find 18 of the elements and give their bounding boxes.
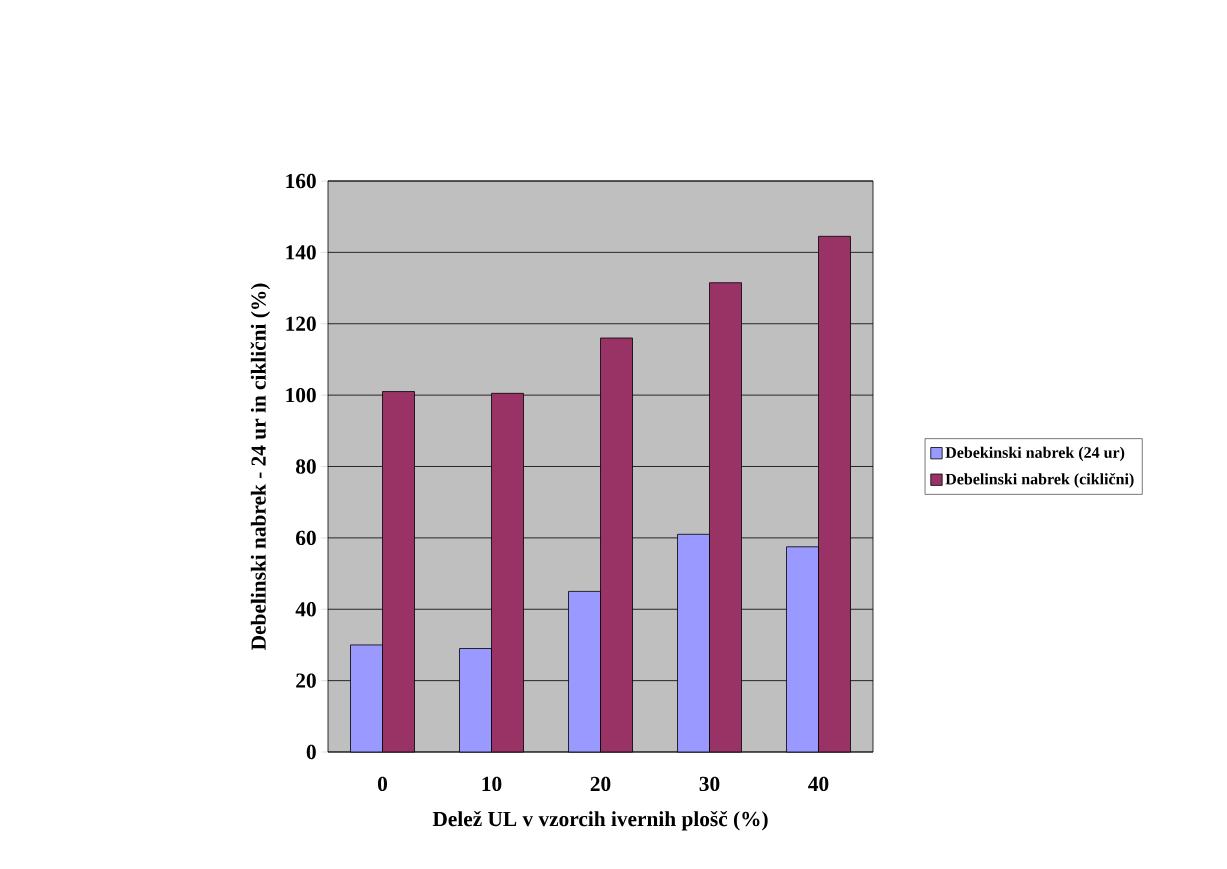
legend-label: Debelinski nabrek (ciklični) (945, 473, 1134, 488)
x-tick-label: 30 (699, 776, 720, 792)
y-tick-label: 160 (286, 173, 316, 189)
y-tick-label: 60 (296, 530, 316, 546)
x-axis-title: Delež UL v vzorcih ivernih plošč (%) (432, 810, 768, 831)
y-tick-label: 20 (296, 673, 316, 688)
y-tick-label: 100 (286, 387, 316, 403)
x-tick-label: 20 (590, 776, 611, 792)
y-axis-title: Debelinski nabrek - 24 ur in ciklični (%) (250, 283, 271, 650)
y-tick-label: 120 (286, 316, 316, 331)
y-tick-label: 0 (306, 744, 316, 760)
legend-label: Debekinski nabrek (24 ur) (945, 446, 1125, 462)
y-tick-label: 40 (295, 602, 316, 617)
x-tick-label: 10 (482, 776, 502, 792)
y-tick-label: 140 (286, 245, 316, 260)
x-tick-label: 0 (377, 776, 388, 792)
x-tick-label: 40 (808, 776, 829, 792)
y-tick-label: 80 (296, 459, 316, 474)
